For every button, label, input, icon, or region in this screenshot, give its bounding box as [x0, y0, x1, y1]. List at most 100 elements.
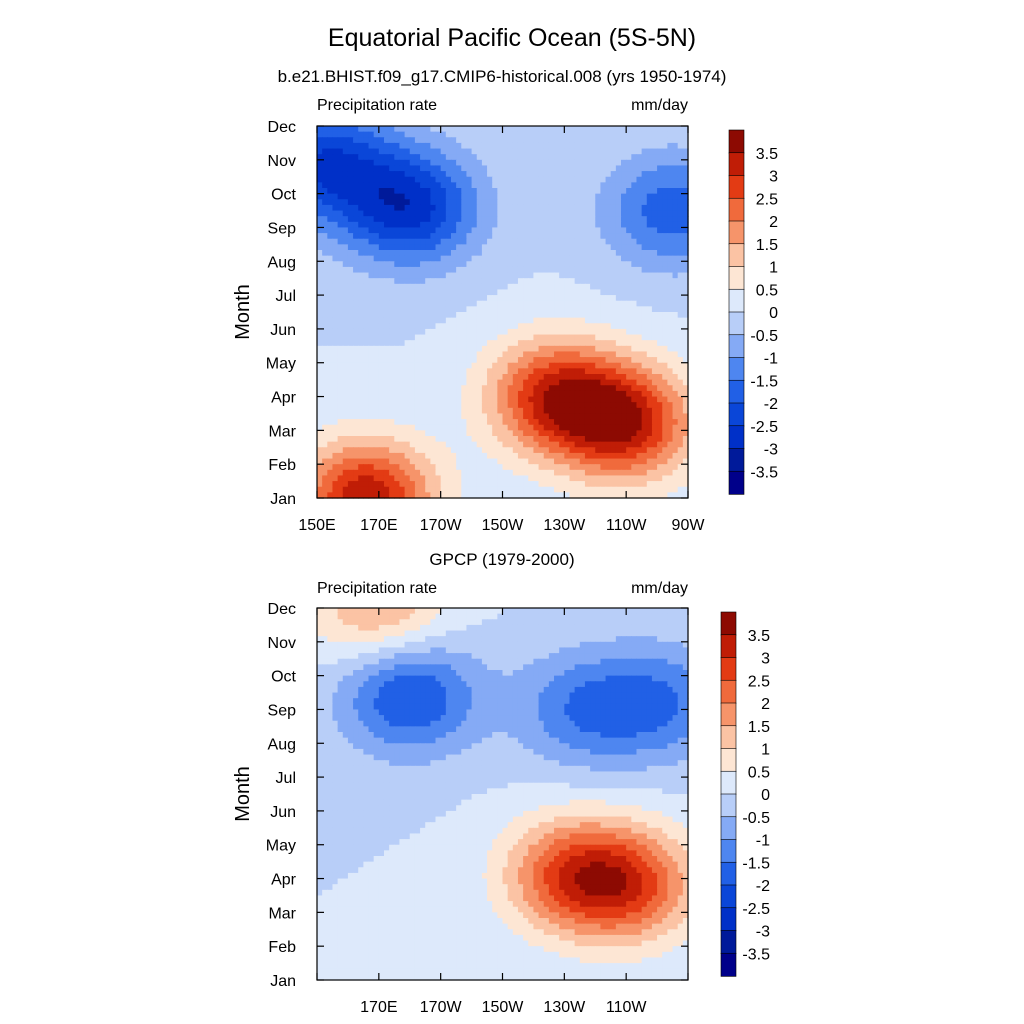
colorbar-label: -2.5: [750, 419, 778, 436]
y-tick-label: Aug: [268, 736, 296, 753]
colorbar-label: 1.5: [756, 237, 778, 254]
panel-obs-y-axis: Jan Feb Mar Apr May Jun Jul Aug Sep Oct Nov Dec: [266, 601, 688, 990]
y-tick-label: Mar: [268, 905, 296, 922]
colorbar-label: -0.5: [742, 810, 770, 827]
colorbar-label: -0.5: [750, 328, 778, 345]
colorbar-swatch: [728, 243, 745, 268]
panel-model-left-string: Precipitation rate: [317, 97, 437, 114]
colorbar-swatch: [728, 220, 745, 245]
colorbar-label: -3.5: [742, 946, 770, 963]
figure-title: Equatorial Pacific Ocean (5S-5N): [328, 24, 696, 52]
y-tick-label: Oct: [271, 187, 296, 204]
colorbar-label: 3.5: [748, 628, 770, 645]
colorbar-swatch: [720, 702, 737, 727]
panel-obs-contour-field: [317, 608, 689, 981]
colorbar-swatch: [728, 266, 745, 290]
colorbar-swatch: [728, 311, 745, 336]
colorbar-label: -1: [764, 351, 778, 368]
colorbar-swatch: [720, 952, 737, 977]
panel-obs-ylabel: Month: [232, 766, 254, 822]
colorbar-label: -2: [764, 396, 778, 413]
y-tick-label: Aug: [268, 254, 296, 271]
x-tick-label: 150W: [482, 999, 525, 1016]
x-tick-label: 170E: [360, 517, 397, 534]
colorbar-label: 2.5: [748, 673, 770, 690]
colorbar-swatch: [720, 679, 737, 704]
colorbar-swatch: [720, 657, 737, 681]
y-tick-label: May: [266, 356, 296, 373]
y-tick-label: Nov: [268, 153, 296, 170]
colorbar-swatch: [720, 861, 737, 886]
colorbar-label: 0: [761, 787, 770, 804]
colorbar-swatch: [728, 425, 745, 450]
y-tick-label: Nov: [268, 635, 296, 652]
colorbar-label: 1.5: [748, 719, 770, 736]
colorbar-swatch: [728, 357, 745, 381]
colorbar-label: 2: [769, 214, 778, 231]
colorbar-label: 2.5: [756, 191, 778, 208]
colorbar-label: 1: [769, 260, 778, 277]
y-tick-label: Jun: [270, 804, 296, 821]
colorbar-label: -3.5: [750, 464, 778, 481]
colorbar-label: 0.5: [748, 764, 770, 781]
colorbar-label: -1.5: [742, 855, 770, 872]
panel-model-title: b.e21.BHIST.f09_g17.CMIP6-historical.008…: [278, 67, 727, 86]
panel-obs-x-axis: 170E 170W 150W 130W 110W: [316, 608, 689, 1016]
y-tick-label: Mar: [268, 423, 296, 440]
colorbar-swatch: [720, 884, 737, 909]
x-tick-label: 150E: [298, 517, 335, 534]
colorbar-label: 0: [769, 305, 778, 322]
y-tick-label: Feb: [268, 939, 296, 956]
colorbar-label: -1: [756, 833, 770, 850]
colorbar-swatch: [728, 197, 745, 222]
y-tick-label: May: [266, 838, 296, 855]
colorbar-swatch: [728, 379, 745, 404]
y-tick-label: Jan: [270, 973, 296, 990]
y-tick-label: Oct: [271, 669, 296, 686]
colorbar-label: 3.5: [756, 146, 778, 163]
panel-model-y-axis: Jan Feb Mar Apr May Jun Jul Aug Sep Oct Nov Dec: [266, 119, 688, 508]
y-tick-label: Jul: [276, 288, 296, 305]
panel-model-right-string: mm/day: [631, 97, 688, 114]
colorbar-label: 0.5: [756, 282, 778, 299]
y-tick-label: Sep: [268, 702, 297, 719]
x-tick-label: 90W: [672, 517, 706, 534]
colorbar-swatch: [720, 748, 737, 772]
colorbar-label: -2.5: [742, 901, 770, 918]
y-tick-label: Dec: [268, 601, 296, 618]
x-tick-label: 110W: [606, 517, 648, 534]
colorbar-label: 1: [761, 742, 770, 759]
colorbar-swatch: [720, 611, 737, 636]
y-tick-label: Sep: [268, 220, 297, 237]
x-tick-label: 170W: [420, 999, 463, 1016]
colorbar-swatch: [728, 152, 745, 177]
colorbar-label: 3: [761, 651, 770, 668]
colorbar-swatch: [728, 175, 745, 199]
colorbar-label: -3: [756, 924, 770, 941]
colorbar-swatch: [720, 725, 737, 750]
colorbar-swatch: [720, 816, 737, 841]
colorbar-label: 3: [769, 169, 778, 186]
colorbar-swatch: [728, 448, 745, 472]
colorbar-swatch: [728, 470, 745, 495]
colorbar-swatch: [720, 770, 737, 795]
panel-obs: GPCP (1979-2000) Precipitation rate mm/d…: [232, 550, 770, 1016]
panel-obs-left-string: Precipitation rate: [317, 580, 437, 597]
colorbar-swatch: [720, 634, 737, 659]
y-tick-label: Jan: [270, 491, 296, 508]
y-tick-label: Apr: [271, 872, 297, 889]
x-tick-label: 130W: [543, 999, 586, 1016]
colorbar-label: -3: [764, 442, 778, 459]
colorbar-swatch: [728, 402, 745, 427]
x-tick-label: 170E: [360, 999, 397, 1016]
x-tick-label: 150W: [482, 517, 525, 534]
x-tick-label: 110W: [606, 999, 648, 1016]
x-tick-label: 130W: [543, 517, 586, 534]
colorbar-swatch: [728, 129, 745, 154]
panel-model-ylabel: Month: [232, 284, 254, 340]
panel-model: b.e21.BHIST.f09_g17.CMIP6-historical.008…: [232, 67, 778, 534]
colorbar-label: -2: [756, 878, 770, 895]
colorbar-label: -1.5: [750, 373, 778, 390]
panel-obs-right-string: mm/day: [631, 580, 688, 597]
